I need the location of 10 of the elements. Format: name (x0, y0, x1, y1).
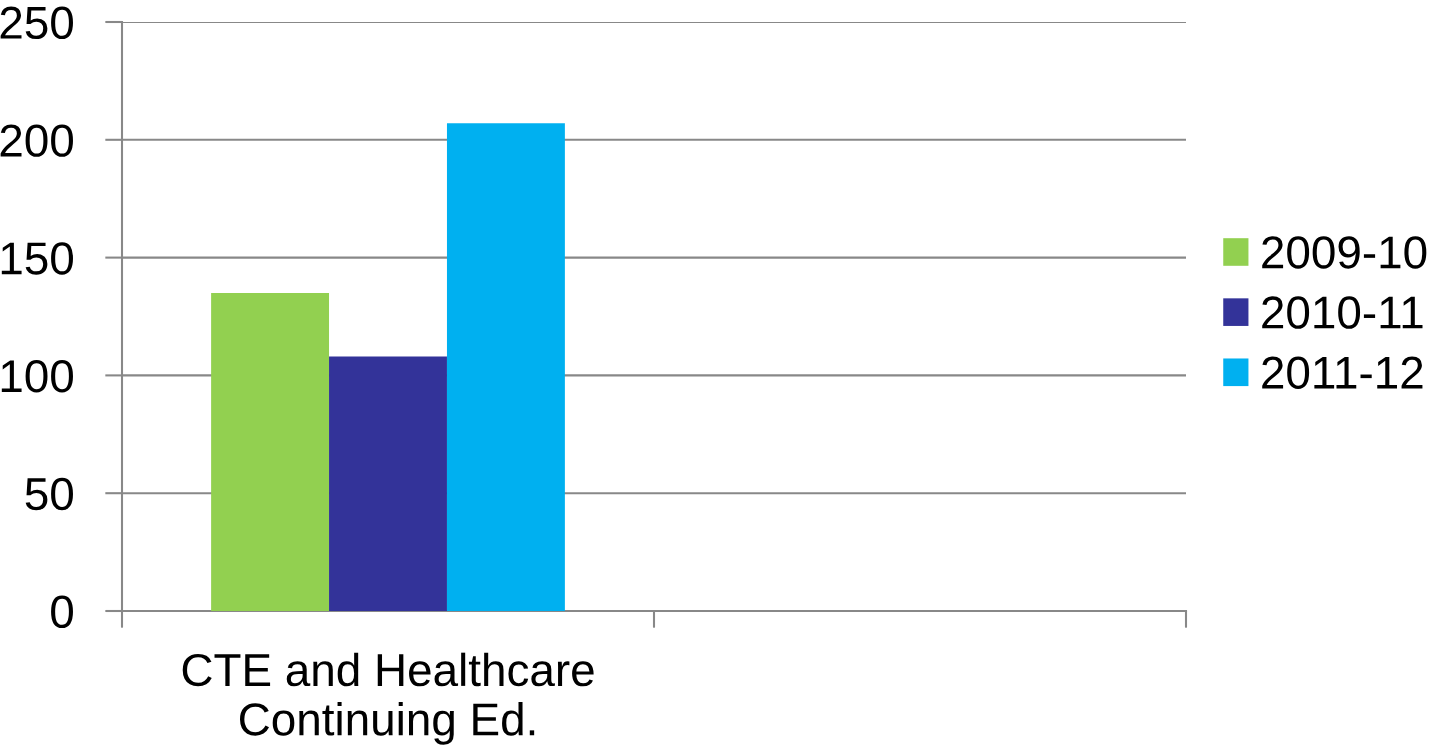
y-tick-label: 0 (51, 595, 73, 629)
y-tick-label: 150 (1, 242, 73, 275)
legend-label: 2010-11 (1262, 296, 1423, 329)
y-tick-label: 50 (25, 477, 73, 511)
y-tick-label: 200 (0, 124, 73, 157)
x-tick-label: CTE and Healthcare Continuing Ed. (182, 652, 594, 745)
y-tick-label: 100 (1, 360, 73, 393)
y-tick-label: 250 (0, 6, 73, 40)
legend-label: 2009-10 (1262, 236, 1427, 269)
legend-label: 2011-12 (1262, 356, 1423, 389)
